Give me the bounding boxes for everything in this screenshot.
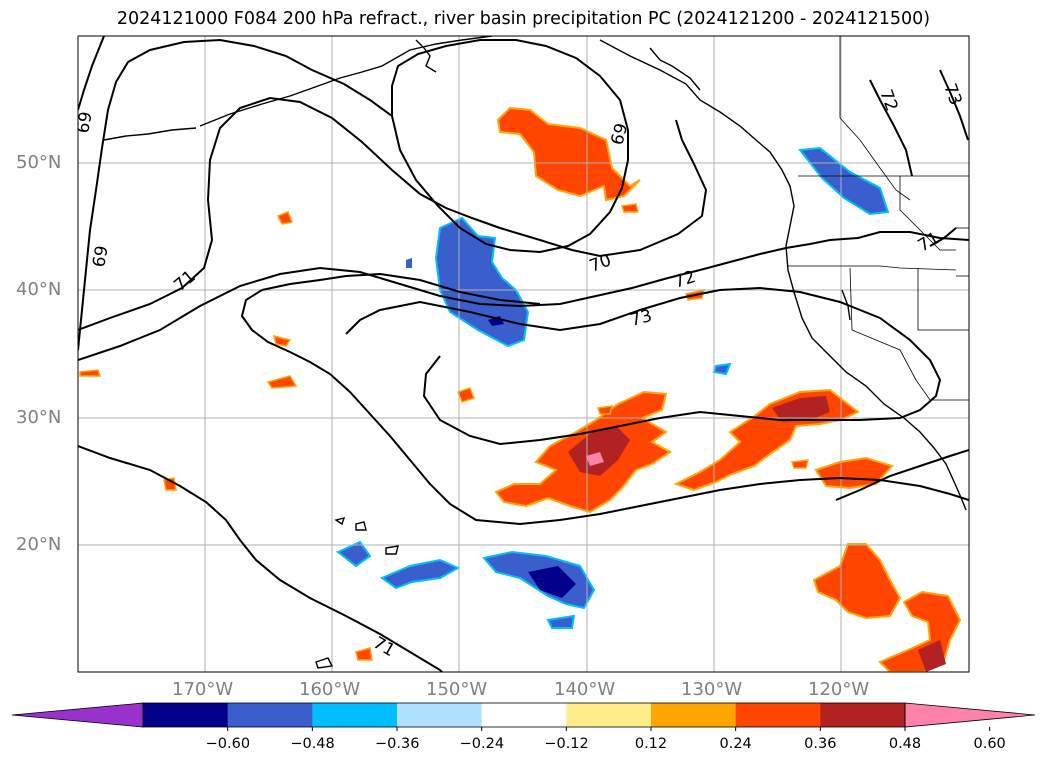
colorbar-segment: [651, 703, 737, 727]
colorbar-segment: [735, 703, 821, 727]
colorbar-tick-label: −0.12: [544, 736, 589, 752]
lat-label-40n: 40°N: [16, 279, 62, 300]
lon-label-130w: 130°W: [681, 679, 743, 700]
map-frame: [77, 35, 970, 673]
lon-label-150w: 150°W: [426, 679, 488, 700]
map-title: 2024121000 F084 200 hPa refract., river …: [116, 9, 931, 29]
political-boundaries: [788, 36, 969, 401]
lon-label-160w: 160°W: [299, 679, 361, 700]
colorbar-segment: [566, 703, 652, 727]
colorbar-tick-label: −0.36: [375, 736, 420, 752]
colorbar-tick-label: −0.24: [459, 736, 505, 752]
colorbar-segment: [143, 703, 229, 727]
graticule: [78, 36, 969, 672]
lon-label-170w: 170°W: [172, 679, 234, 700]
lat-label-50n: 50°N: [16, 152, 62, 173]
lon-label-120w: 120°W: [808, 679, 870, 700]
colorbar-tick-label: 0.12: [634, 736, 668, 752]
positive-anomaly-areas: [79, 106, 962, 672]
colorbar-tick-label: −0.48: [290, 736, 335, 752]
colorbar-segment: [481, 703, 567, 727]
contour-label-69-b: 69: [89, 244, 112, 269]
colorbar-tick-label: 0.24: [719, 736, 752, 752]
map-panel: 69 69 69 70 71 71 71 72 72 73 73: [73, 35, 970, 673]
colorbar-segment: [312, 703, 398, 727]
colorbar-segment: [397, 703, 483, 727]
colorbar-tick-label: 0.36: [804, 736, 837, 752]
lat-label-20n: 20°N: [16, 534, 62, 555]
colorbar-tick-label: −0.60: [205, 736, 251, 752]
colorbar-extend-high: [905, 703, 1035, 727]
contour-label-69-a: 69: [73, 110, 96, 135]
colorbar-extend-low: [12, 703, 143, 727]
refractivity-contours: [78, 36, 969, 672]
colorbar-segment: [820, 703, 906, 727]
coastlines: [103, 36, 967, 669]
lat-label-30n: 30°N: [16, 407, 62, 428]
colorbar-tick-label: 0.48: [888, 736, 922, 752]
colorbar-tick-label: 0.60: [973, 736, 1006, 752]
colorbar-segment: [227, 703, 313, 727]
lon-label-140w: 140°W: [554, 679, 616, 700]
